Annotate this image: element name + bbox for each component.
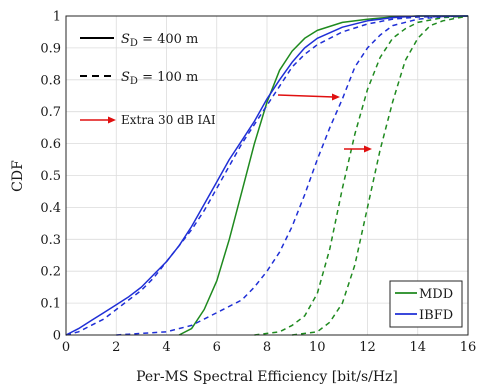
y-tick-label: 0.3 xyxy=(40,233,61,248)
y-tick-label: 0 xyxy=(53,329,61,344)
arrow-label: Extra 30 dB IAI xyxy=(121,113,216,127)
x-tick-label: 2 xyxy=(112,340,120,355)
y-tick-label: 0.2 xyxy=(40,265,61,280)
legend-box xyxy=(389,280,463,328)
y-tick-label: 0.8 xyxy=(40,73,61,88)
solid-line-label: SD = 400 m xyxy=(121,32,198,49)
series-line-ibfd-dashed-5 xyxy=(116,15,469,336)
x-tick-label: 6 xyxy=(213,340,221,355)
y-axis-label: CDF xyxy=(10,160,26,192)
x-tick-label: 8 xyxy=(263,340,271,355)
x-axis-label: Per-MS Spectral Efficiency [bit/s/Hz] xyxy=(136,369,398,385)
line-style-key: SD = 400 m SD = 100 m Extra 30 dB IAI xyxy=(80,32,216,127)
x-tick-label: 16 xyxy=(460,340,477,355)
y-tick-label: 0.5 xyxy=(40,169,61,184)
dashed-line-label: SD = 100 m xyxy=(121,70,198,87)
y-tick-label: 0.6 xyxy=(40,137,61,152)
series-lines xyxy=(65,15,469,336)
series-line-mdd-solid-0 xyxy=(178,15,468,336)
mdd-shift-arrow-head xyxy=(364,145,372,153)
plot-frame xyxy=(65,15,469,336)
x-tick-label: 12 xyxy=(359,340,376,355)
series-line-ibfd-solid-1 xyxy=(65,15,468,336)
shift-arrows xyxy=(277,93,372,153)
x-tick-label: 10 xyxy=(309,340,326,355)
y-tick-label: 0.9 xyxy=(40,41,61,56)
y-tick-label: 0.1 xyxy=(40,297,61,312)
series-line-ibfd-dashed-4 xyxy=(65,15,469,336)
x-tick-label: 14 xyxy=(409,340,426,355)
axis-ticks: 0 2 4 6 8 10 12 14 16 0 0.1 0.2 0.3 0.4 0.5 0.6 0.7 0.8 0.… xyxy=(40,10,476,356)
legend-ibfd-label: IBFD xyxy=(419,308,453,323)
x-tick-label: 0 xyxy=(62,340,70,355)
legend-mdd-label: MDD xyxy=(419,287,453,302)
ibfd-shift-arrow xyxy=(277,94,335,98)
arrow-sample-head xyxy=(108,116,116,124)
x-tick-label: 4 xyxy=(162,340,170,355)
ibfd-shift-arrow-head xyxy=(332,93,340,101)
y-tick-label: 0.4 xyxy=(40,201,61,216)
y-tick-label: 0.7 xyxy=(40,105,61,120)
y-tick-label: 1 xyxy=(53,10,61,25)
series-line-mdd-dashed-2 xyxy=(254,15,469,336)
legend: MDD IBFD xyxy=(389,280,463,328)
